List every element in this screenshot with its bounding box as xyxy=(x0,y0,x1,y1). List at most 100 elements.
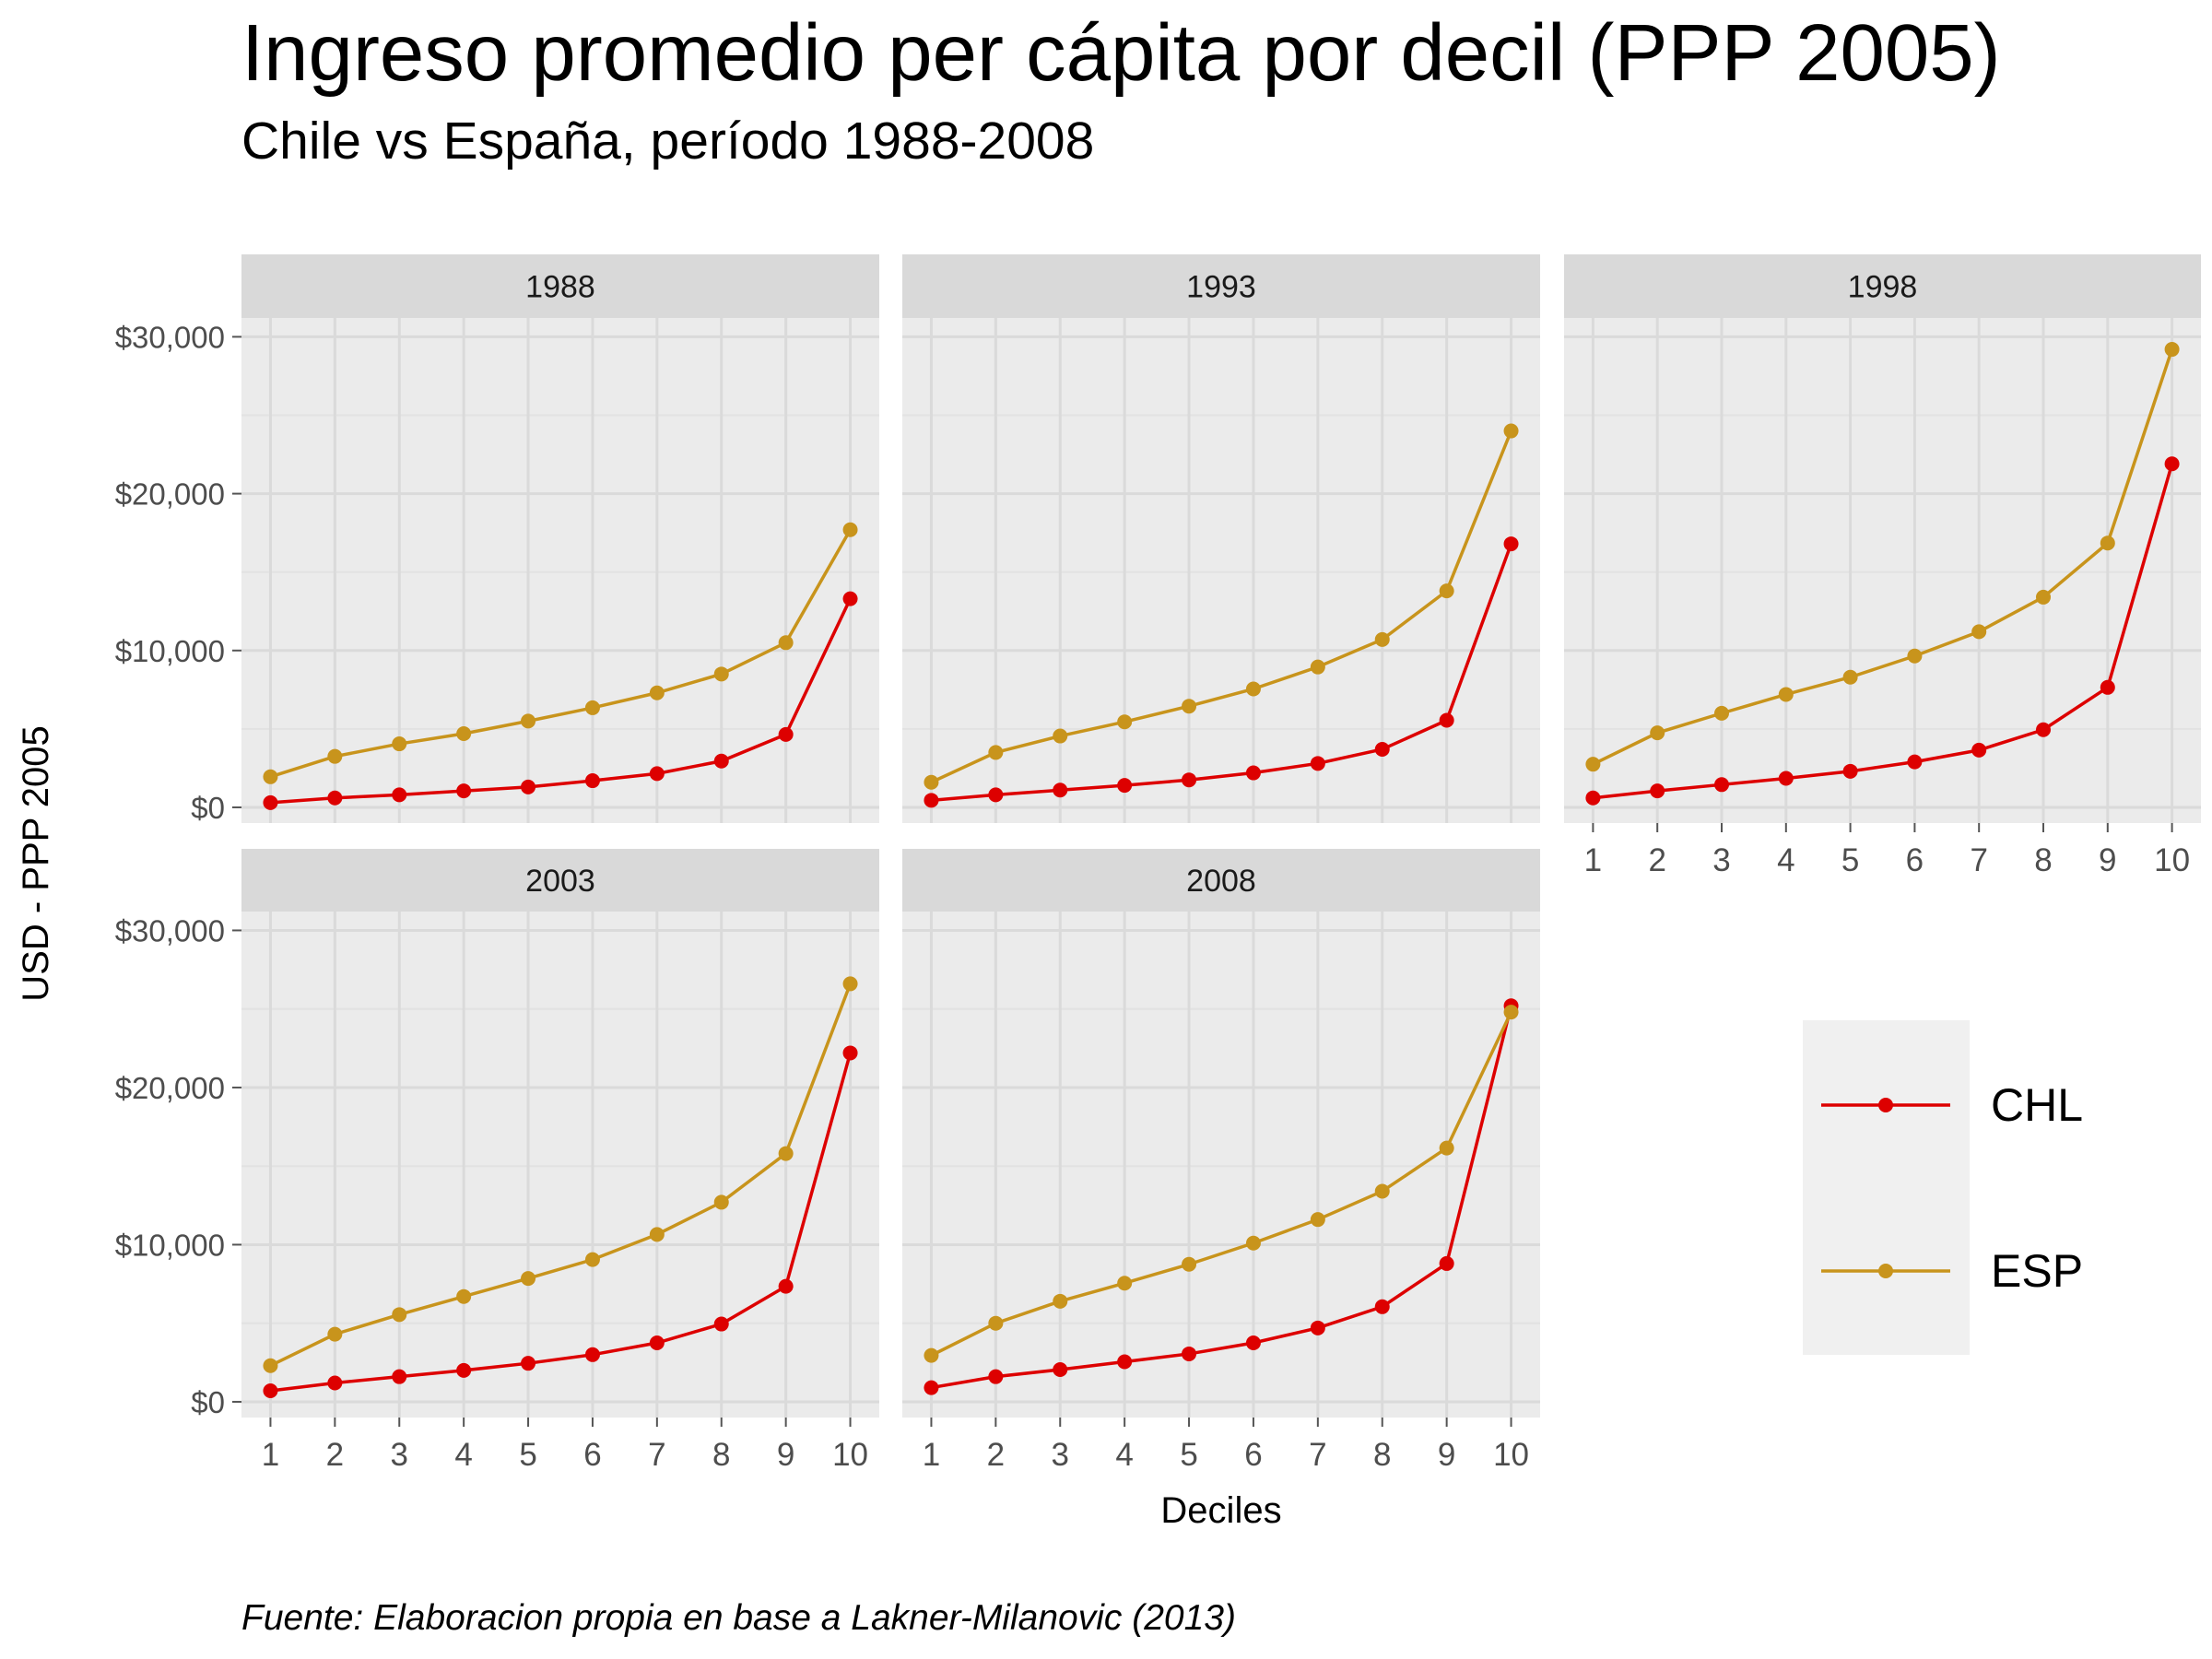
data-point-ESP xyxy=(649,1227,665,1242)
x-tick-label: 9 xyxy=(1438,1437,1455,1473)
x-tick-label: 3 xyxy=(1712,842,1730,878)
data-point-ESP xyxy=(842,522,858,537)
data-point-ESP xyxy=(924,774,939,790)
series-line-ESP xyxy=(930,429,1513,784)
facet-strip xyxy=(241,849,879,912)
data-point-ESP xyxy=(2035,589,2051,605)
data-point-CHL xyxy=(1310,756,1325,771)
data-point-CHL xyxy=(1650,783,1665,799)
data-point-CHL xyxy=(263,1383,278,1399)
data-point-ESP xyxy=(1842,669,1858,685)
facet-panel-1998: 1998 1 2 3 4 5 6 7 8 9 10 xyxy=(1564,254,2201,878)
y-tick-label: $20,000 xyxy=(115,1071,225,1105)
facet-panel-2003: 2003 $0 $10,000 $20,000 $30,000 1 2 3 4 5 6 7 8 9 10 xyxy=(115,849,879,1473)
series-line-CHL xyxy=(931,1005,1513,1390)
data-point-CHL xyxy=(521,1356,536,1371)
data-point-CHL xyxy=(924,1380,939,1395)
series-line-CHL xyxy=(931,543,1513,803)
x-tick-label: 5 xyxy=(1841,842,1859,878)
data-point-ESP xyxy=(1439,583,1454,599)
x-tick-label: 10 xyxy=(1493,1437,1529,1473)
chart-subtitle: Chile vs España, período 1988-2008 xyxy=(241,112,1095,171)
data-point-ESP xyxy=(1503,1005,1519,1020)
data-point-ESP xyxy=(1971,624,1987,640)
legend-label-ESP: ESP xyxy=(1991,1245,2083,1297)
x-tick-label: 6 xyxy=(1244,1437,1262,1473)
data-point-CHL xyxy=(1374,742,1390,758)
x-tick-label: 7 xyxy=(1309,1437,1326,1473)
data-point-ESP xyxy=(2100,535,2115,551)
y-axis-title: USD - PPP 2005 xyxy=(16,725,56,1001)
x-tick-label: 7 xyxy=(1970,842,1987,878)
data-point-ESP xyxy=(1310,1212,1325,1228)
data-point-ESP xyxy=(1439,1140,1454,1156)
data-point-ESP xyxy=(456,1288,472,1304)
y-tick-label: $10,000 xyxy=(115,1228,225,1262)
data-point-ESP xyxy=(1907,648,1923,664)
x-tick-label: 8 xyxy=(1373,1437,1391,1473)
x-axis-title: Deciles xyxy=(1160,1490,1281,1531)
data-point-ESP xyxy=(263,1358,278,1373)
data-point-ESP xyxy=(1182,699,1197,714)
data-point-ESP xyxy=(1182,1256,1197,1272)
data-point-ESP xyxy=(778,635,794,651)
y-tick-label: $30,000 xyxy=(115,320,225,354)
plot-panel xyxy=(1564,318,2201,823)
data-point-CHL xyxy=(1310,1320,1325,1335)
data-point-CHL xyxy=(842,1045,858,1061)
data-point-CHL xyxy=(778,1278,794,1294)
data-point-CHL xyxy=(456,783,472,799)
x-tick-label: 5 xyxy=(519,1437,536,1473)
data-point-CHL xyxy=(1971,742,1987,758)
data-point-CHL xyxy=(649,1335,665,1351)
data-point-ESP xyxy=(584,1252,600,1267)
data-point-ESP xyxy=(713,1194,729,1210)
data-point-CHL xyxy=(584,1347,600,1362)
data-point-CHL xyxy=(2100,679,2115,695)
series-line-CHL xyxy=(1593,463,2174,800)
series-line-ESP xyxy=(1592,348,2174,766)
plot-panel xyxy=(241,318,879,823)
data-point-CHL xyxy=(842,591,858,606)
data-point-ESP xyxy=(1714,705,1730,721)
data-point-ESP xyxy=(521,1271,536,1287)
facet-strip xyxy=(1564,254,2201,318)
legend-key-point-CHL xyxy=(1878,1098,1893,1112)
plot-panel xyxy=(241,912,879,1418)
data-point-CHL xyxy=(1907,754,1923,770)
x-tick-label: 10 xyxy=(832,1437,868,1473)
facet-strip-label: 1993 xyxy=(1186,270,1256,305)
x-tick-label: 6 xyxy=(1906,842,1924,878)
facet-panel-2008: 2008 1 2 3 4 5 6 7 8 9 10 xyxy=(902,849,1540,1473)
data-point-ESP xyxy=(263,769,278,784)
x-tick-label: 4 xyxy=(454,1437,472,1473)
data-point-CHL xyxy=(988,787,1004,803)
data-point-CHL xyxy=(456,1362,472,1378)
facet-strip-label: 2008 xyxy=(1186,864,1256,899)
y-tick-label: $20,000 xyxy=(115,477,225,512)
data-point-CHL xyxy=(1182,772,1197,788)
series-line-ESP xyxy=(930,1011,1513,1358)
chart-caption: Fuente: Elaboracion propia en base a Lak… xyxy=(241,1598,1236,1638)
data-point-CHL xyxy=(1182,1346,1197,1361)
data-point-ESP xyxy=(1245,1235,1261,1251)
data-point-ESP xyxy=(1117,1276,1133,1291)
data-point-CHL xyxy=(584,773,600,789)
x-tick-label: 6 xyxy=(583,1437,601,1473)
data-point-CHL xyxy=(263,794,278,810)
data-point-CHL xyxy=(1714,777,1730,793)
data-point-CHL xyxy=(1374,1299,1390,1314)
y-tick-label: $0 xyxy=(191,1385,225,1419)
data-point-ESP xyxy=(327,748,343,764)
data-point-CHL xyxy=(521,779,536,794)
x-tick-label: 1 xyxy=(1584,842,1602,878)
facet-strip-label: 2003 xyxy=(525,864,595,899)
data-point-CHL xyxy=(649,766,665,782)
data-point-CHL xyxy=(1439,1255,1454,1271)
legend: CHL ESP xyxy=(1803,1020,2083,1355)
data-point-ESP xyxy=(713,666,729,682)
data-point-ESP xyxy=(842,976,858,992)
x-tick-label: 5 xyxy=(1180,1437,1197,1473)
data-point-ESP xyxy=(456,725,472,741)
data-point-CHL xyxy=(1439,712,1454,728)
